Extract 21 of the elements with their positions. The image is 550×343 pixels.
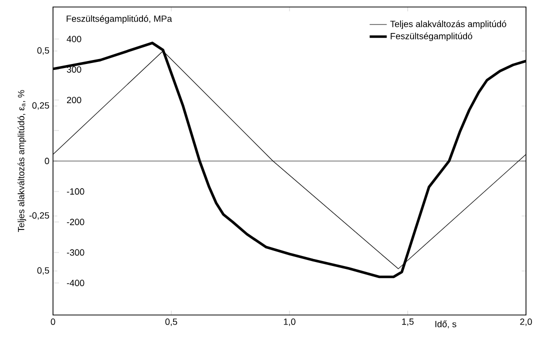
y2-tick-label: 200 (66, 96, 82, 104)
x-axis-title: Idő, s (435, 320, 456, 328)
y-tick-label: 0 (44, 158, 50, 164)
y2-tick-label: 400 (66, 36, 82, 42)
y-axis-title: Teljes alakváltozás amplitúdó, ε$_{a}$, % (18, 90, 26, 232)
y2-axis-title: Feszültségamplitúdó, MPa (66, 15, 172, 24)
y-tick-label: 0,5 (37, 267, 50, 275)
x-tick-label: 0 (50, 318, 56, 325)
x-tick-label: 1,5 (402, 318, 414, 326)
y2-tick-label: -200 (66, 218, 84, 226)
y2-tick-label: -400 (66, 280, 84, 286)
y2-tick-label: -300 (66, 249, 84, 256)
y-tick-label: 0,25 (32, 102, 50, 110)
x-tick-label: 1,0 (284, 318, 296, 326)
legend-label: Feszültségamplitúdó (390, 32, 472, 42)
x-tick-label: 0,5 (165, 318, 178, 326)
y-tick-label: -0,25 (29, 212, 50, 220)
x-tick-label: 2,0 (520, 318, 532, 326)
y2-tick-label: -100 (66, 188, 84, 195)
y-tick-label: 0,5 (37, 47, 50, 55)
legend-label: Teljes alakváltozás amplitúdó (390, 20, 506, 29)
